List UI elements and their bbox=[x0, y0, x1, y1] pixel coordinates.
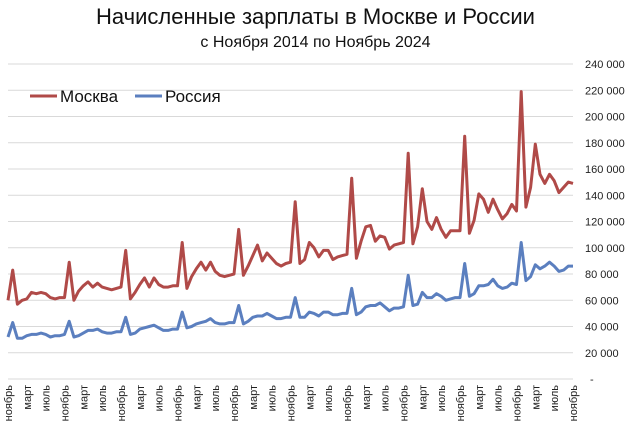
x-tick-label: ноябрь bbox=[60, 385, 72, 422]
x-tick-label: июль bbox=[549, 385, 561, 412]
x-tick-label: март bbox=[248, 385, 260, 410]
legend-label: Россия bbox=[165, 87, 221, 106]
y-tick-label: 160 000 bbox=[585, 164, 625, 176]
x-tick-label: ноябрь bbox=[173, 385, 185, 422]
x-tick-label: июль bbox=[210, 385, 222, 412]
x-tick-label: март bbox=[135, 385, 147, 410]
x-tick-label: июль bbox=[323, 385, 335, 412]
y-tick-label: 180 000 bbox=[585, 138, 625, 150]
x-tick-label: ноябрь bbox=[512, 385, 524, 422]
x-tick-label: март bbox=[78, 385, 90, 410]
x-tick-label: июль bbox=[267, 385, 279, 412]
y-tick-label: 220 000 bbox=[585, 85, 625, 97]
x-tick-label: март bbox=[474, 385, 486, 410]
y-tick-label: 120 000 bbox=[585, 217, 625, 229]
chart-title: Начисленные зарплаты в Москве и России bbox=[96, 4, 535, 29]
x-tick-label: ноябрь bbox=[455, 385, 467, 422]
x-tick-label: ноябрь bbox=[399, 385, 411, 422]
x-tick-label: март bbox=[22, 385, 34, 410]
x-tick-label: июль bbox=[380, 385, 392, 412]
y-tick-label: 40 000 bbox=[585, 322, 619, 334]
y-tick-label: - bbox=[590, 374, 594, 386]
x-tick-label: март bbox=[417, 385, 429, 410]
x-tick-label: март bbox=[191, 385, 203, 410]
x-tick-label: июль bbox=[41, 385, 53, 412]
x-tick-label: март bbox=[530, 385, 542, 410]
x-tick-label: июль bbox=[97, 385, 109, 412]
y-tick-label: 100 000 bbox=[585, 243, 625, 255]
series-line-russia bbox=[6, 241, 573, 340]
x-tick-label: ноябрь bbox=[568, 385, 580, 422]
x-tick-label: март bbox=[304, 385, 316, 410]
y-tick-label: 140 000 bbox=[585, 190, 625, 202]
y-tick-label: 200 000 bbox=[585, 112, 625, 124]
x-tick-label: ноябрь bbox=[3, 385, 15, 422]
chart-subtitle: с Ноября 2014 по Ноябрь 2024 bbox=[200, 34, 431, 51]
legend-label: Москва bbox=[60, 87, 119, 106]
y-tick-label: 20 000 bbox=[585, 348, 619, 360]
x-tick-label: ноябрь bbox=[286, 385, 298, 422]
y-tick-label: 60 000 bbox=[585, 295, 619, 307]
x-tick-label: ноябрь bbox=[116, 385, 128, 422]
x-tick-label: ноябрь bbox=[229, 385, 241, 422]
x-tick-label: март bbox=[361, 385, 373, 410]
x-tick-label: июль bbox=[436, 385, 448, 412]
x-tick-label: июль bbox=[154, 385, 166, 412]
x-tick-label: июль bbox=[493, 385, 505, 412]
series-line-moscow bbox=[6, 90, 574, 306]
x-tick-label: ноябрь bbox=[342, 385, 354, 422]
y-tick-label: 80 000 bbox=[585, 269, 619, 281]
y-tick-label: 240 000 bbox=[585, 59, 625, 71]
